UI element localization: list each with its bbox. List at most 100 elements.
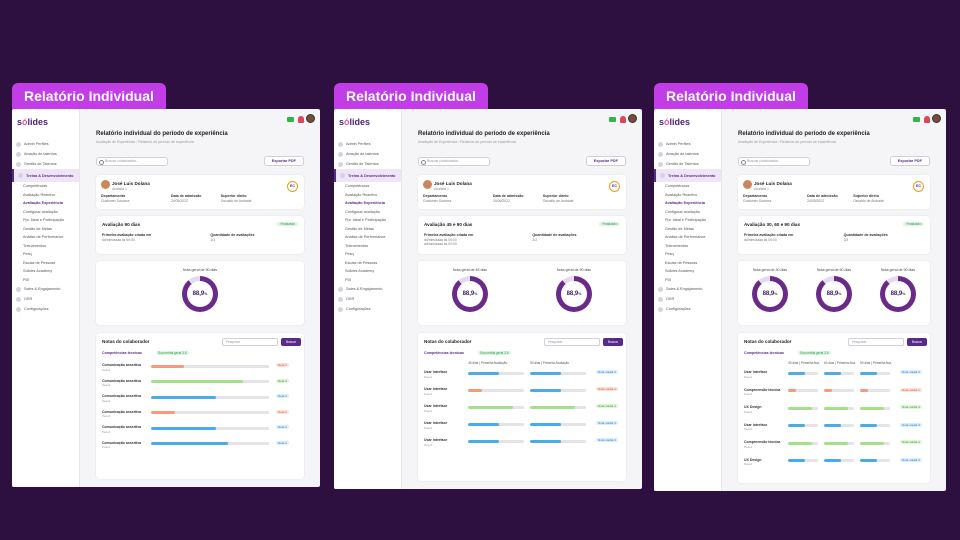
sidebar-item[interactable]: Gestão de Talentos <box>334 159 401 169</box>
sidebar-item[interactable]: Treina & Desenvolvimento <box>12 169 79 182</box>
sidebar-item[interactable]: Pesq <box>654 250 721 259</box>
sidebar-item[interactable]: Pesq <box>334 250 401 259</box>
sidebar-item[interactable]: Competências <box>12 182 79 191</box>
sidebar-item[interactable]: Avaliação Reactivo <box>12 191 79 200</box>
sidebar-item[interactable]: Sólides Academy <box>334 267 401 276</box>
search-button[interactable]: Buscar <box>281 338 301 346</box>
search-input[interactable]: Buscar colaborador... <box>418 157 490 166</box>
sidebar-item[interactable]: Avaliação Reactivo <box>654 191 721 200</box>
sidebar-item-label: Ppi: Ideal e Participação <box>345 218 386 223</box>
sidebar-item[interactable]: Configurar avaliação <box>12 208 79 217</box>
sidebar-item[interactable]: Sólides Academy <box>654 267 721 276</box>
sidebar-item[interactable]: Avaliação Experiência <box>334 199 401 208</box>
sidebar-item[interactable]: Configurações <box>334 304 401 314</box>
sidebar-item[interactable]: PDI <box>12 276 79 285</box>
score-pill: Nota 1 <box>276 409 289 414</box>
sidebar-item[interactable]: Sales & Engajamento <box>654 284 721 294</box>
sidebar-item[interactable]: Treinamentos <box>654 242 721 251</box>
video-icon[interactable] <box>609 117 616 122</box>
nav-icon <box>338 286 343 292</box>
sidebar-item[interactable]: Atração de talentos <box>654 149 721 159</box>
avatar[interactable] <box>306 114 315 123</box>
sidebar-item[interactable]: Sales & Engajamento <box>12 284 79 294</box>
panel-tag: Relatório Individual <box>654 83 808 109</box>
field-value: 24/09/2022 <box>807 199 825 203</box>
sidebar-item-label: Pesq <box>23 252 32 257</box>
sidebar-item[interactable]: Configurações <box>654 304 721 314</box>
sidebar-item[interactable]: Análise de Performance <box>12 233 79 242</box>
sidebar-item[interactable]: Configurar avaliação <box>334 208 401 217</box>
sidebar-item[interactable]: Treinamentos <box>334 242 401 251</box>
score-bar-fill <box>151 442 228 445</box>
sidebar-item[interactable]: Escala de Pessoas <box>654 259 721 268</box>
competency-weight: Peso1 <box>102 445 111 449</box>
sidebar-item[interactable]: Admin Perfiles <box>334 139 401 149</box>
profile-name: José Luis Dolana <box>434 181 472 186</box>
notification-icon[interactable] <box>620 116 626 123</box>
sidebar-item[interactable]: Configurar avaliação <box>654 208 721 217</box>
search-input[interactable]: Buscar colaborador... <box>738 157 810 166</box>
search-button[interactable]: Buscar <box>603 338 623 346</box>
sidebar-item[interactable]: Gestão de Metas <box>12 225 79 234</box>
sidebar-item[interactable]: Configurações <box>12 304 79 314</box>
sidebar-item[interactable]: Análise de Performance <box>334 233 401 242</box>
sidebar-item[interactable]: Admin Perfiles <box>12 139 79 149</box>
sidebar-item-label: Gestão de Talentos <box>24 162 57 166</box>
notification-icon[interactable] <box>298 116 304 123</box>
sidebar-item[interactable]: Competências <box>334 182 401 191</box>
avatar[interactable] <box>628 114 637 123</box>
sidebar-item[interactable]: Análise de Performance <box>654 233 721 242</box>
sidebar-item[interactable]: Ppi: Ideal e Participação <box>334 216 401 225</box>
sidebar-item[interactable]: OKR <box>654 294 721 304</box>
sidebar-item[interactable]: Sales & Engajamento <box>334 284 401 294</box>
sidebar-item[interactable]: Gestão de Talentos <box>12 159 79 169</box>
sidebar-item[interactable]: Sólides Academy <box>12 267 79 276</box>
competency-weight: Peso1 <box>744 427 753 431</box>
sidebar-item[interactable]: Admin Perfiles <box>654 139 721 149</box>
sidebar-item[interactable]: PDI <box>654 276 721 285</box>
export-pdf-button[interactable]: Exportar PDF <box>889 156 930 166</box>
sidebar-item-label: Sólides Academy <box>665 269 695 274</box>
notes-search-input[interactable]: Pesquisar <box>544 338 600 346</box>
notification-icon[interactable] <box>924 116 930 123</box>
notes-search-input[interactable]: Pesquisar <box>848 338 904 346</box>
export-pdf-button[interactable]: Exportar PDF <box>263 156 304 166</box>
sidebar-item[interactable]: Gestão de Metas <box>334 225 401 234</box>
sidebar-item[interactable]: Gestão de Metas <box>654 225 721 234</box>
competency-name: Compreensão técnica <box>744 387 781 392</box>
sidebar-item[interactable]: Ppi: Ideal e Participação <box>654 216 721 225</box>
logo-part: lides <box>349 117 371 127</box>
sidebar-item[interactable]: PDI <box>334 276 401 285</box>
sidebar-item[interactable]: Gestão de Talentos <box>654 159 721 169</box>
score-bar-fill <box>860 424 877 427</box>
sidebar-item[interactable]: Treinamentos <box>12 242 79 251</box>
competency-weight: Peso1 <box>102 414 111 418</box>
main-content: Relatório individual do período de exper… <box>80 125 320 487</box>
sidebar-item[interactable]: Pesq <box>12 250 79 259</box>
field-label: Quantidade de avaliações <box>843 233 888 237</box>
sidebar-item[interactable]: Competências <box>654 182 721 191</box>
sidebar-item[interactable]: Avaliação Reactivo <box>334 191 401 200</box>
sidebar-item[interactable]: Avaliação Experiência <box>12 199 79 208</box>
export-pdf-button[interactable]: Exportar PDF <box>585 156 626 166</box>
sidebar-item[interactable]: Treina & Desenvolvimento <box>334 169 401 182</box>
search-input[interactable]: Buscar colaborador... <box>96 157 168 166</box>
sidebar-item[interactable]: Escala de Pessoas <box>334 259 401 268</box>
sidebar-item[interactable]: OKR <box>12 294 79 304</box>
sidebar-item-label: Gestão de Talentos <box>666 162 699 166</box>
avatar[interactable] <box>932 114 941 123</box>
sidebar-item-label: Escala de Pessoas <box>345 260 378 265</box>
video-icon[interactable] <box>913 117 920 122</box>
sidebar-item[interactable]: Avaliação Experiência <box>654 199 721 208</box>
video-icon[interactable] <box>287 117 294 122</box>
sidebar-item[interactable]: Atração de talentos <box>12 149 79 159</box>
ring-label: Nota geral de 90 dias <box>880 268 916 272</box>
sidebar-item[interactable]: Treina & Desenvolvimento <box>654 169 721 182</box>
notes-search-input[interactable]: Pesquisar <box>222 338 278 346</box>
profile-name: José Luis Dolana <box>754 181 792 186</box>
sidebar-item[interactable]: Ppi: Ideal e Participação <box>12 216 79 225</box>
search-button[interactable]: Buscar <box>907 338 927 346</box>
sidebar-item[interactable]: Atração de talentos <box>334 149 401 159</box>
sidebar-item[interactable]: OKR <box>334 294 401 304</box>
sidebar-item[interactable]: Escala de Pessoas <box>12 259 79 268</box>
